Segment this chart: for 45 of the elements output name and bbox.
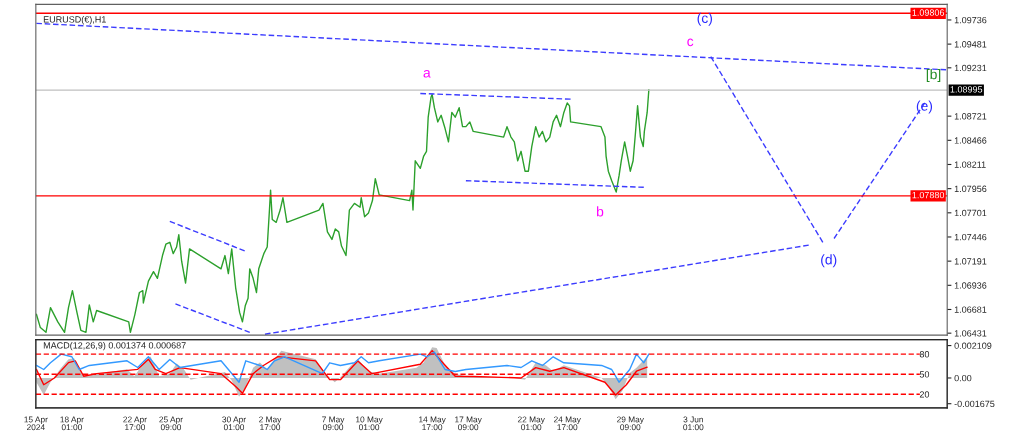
y-tick-label: 1.08211 <box>954 161 986 168</box>
y-tick-label: 1.07191 <box>954 258 987 265</box>
x-tick-label: 7 May 09:00 <box>322 416 345 431</box>
y-tick-label: -0.001675 <box>954 400 995 408</box>
y-tick-label: 0.002109 <box>954 342 992 349</box>
text: EURUSD(€),H1 <box>43 15 106 25</box>
annotation: (c) <box>697 12 713 26</box>
y-tick-label: 1.09231 <box>954 64 987 72</box>
y-tick-label: 1.09736 <box>954 16 987 24</box>
x-tick-label: 25 Apr 09:00 <box>159 416 183 431</box>
y-tick-label: 1.06431 <box>954 330 987 337</box>
y-tick-label: 0.00 <box>954 374 972 382</box>
y-tick-label: 1.08466 <box>954 137 987 144</box>
y2-tick-label: 20 <box>919 391 930 398</box>
y-tick-label: 1.07701 <box>954 209 987 217</box>
y2-tick-label: 80 <box>919 351 930 358</box>
chart-title: MACD(12,26,9) 0.001374 0.000687 <box>43 341 186 351</box>
y-tick-label: 1.07446 <box>954 233 987 241</box>
y2-tick-label: 50 <box>919 371 930 378</box>
y-tick-label: 1.06681 <box>954 306 987 313</box>
x-tick-label: 30 Apr 01:00 <box>222 416 246 431</box>
ref-line-label: 1.08995 <box>950 86 983 93</box>
y-tick-label: 1.07956 <box>954 185 987 192</box>
annotation: c <box>687 38 694 47</box>
ref-line-label: 1.07880 <box>912 191 945 199</box>
x-tick-label: 17 May 09:00 <box>455 416 482 431</box>
y-tick-label: 1.08721 <box>954 113 987 120</box>
annotation: [b] <box>926 69 941 82</box>
y-tick-label: 1.09481 <box>954 41 987 48</box>
x-tick-label: 18 Apr 01:00 <box>60 416 84 431</box>
y-tick-label: 1.06936 <box>954 282 987 289</box>
x-tick-label: 22 May 01:00 <box>517 416 545 431</box>
x-tick-label: 10 May 01:00 <box>356 416 383 431</box>
annotation: (d) <box>821 254 837 268</box>
x-tick-label: 15 Apr 2024 <box>24 416 48 431</box>
x-tick-label: 14 May 17:00 <box>419 416 446 431</box>
ref-line-label: 1.09806 <box>912 9 945 16</box>
annotation: b <box>597 206 604 217</box>
x-tick-label: 29 May 09:00 <box>617 416 644 431</box>
x-tick-label: 3 Jun 01:00 <box>683 416 704 431</box>
x-tick-label: 24 May 17:00 <box>553 416 581 431</box>
x-tick-label: 22 Apr 17:00 <box>123 416 147 431</box>
x-tick-label: 2 May 17:00 <box>259 416 282 431</box>
annotation: a <box>423 69 431 78</box>
annotation: (e) <box>916 100 933 114</box>
